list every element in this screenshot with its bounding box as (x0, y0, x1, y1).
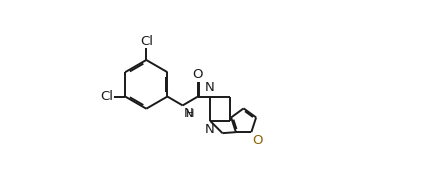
Text: H: H (186, 109, 195, 119)
Text: O: O (253, 134, 263, 147)
Text: N: N (184, 107, 193, 120)
Text: N: N (204, 122, 214, 136)
Text: O: O (193, 68, 203, 81)
Text: N: N (204, 81, 214, 94)
Text: Cl: Cl (140, 35, 153, 48)
Text: Cl: Cl (100, 90, 113, 103)
